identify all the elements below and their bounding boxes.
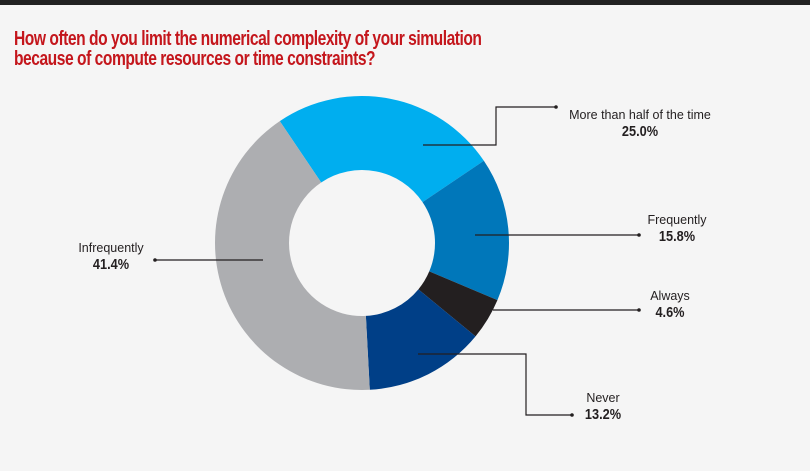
label-never: Never 13.2% [582,391,625,424]
slice-value: 41.4% [92,256,130,273]
slice-value: 4.6% [655,304,685,321]
donut-slice-more-than-half [279,96,484,203]
slice-value: 15.8% [658,228,696,245]
leader-line-more-than-half [423,106,556,146]
slice-value: 25.0% [621,123,659,140]
donut-slice-frequently [422,160,509,301]
leader-dot-infrequently [153,258,157,262]
label-more-than-half: More than half of the time 25.0% [569,108,711,141]
slice-label: More than half of the time [569,108,711,122]
donut-slice-infrequently [215,121,370,391]
label-always: Always 4.6% [650,289,690,322]
label-frequently: Frequently 15.8% [647,213,706,246]
leader-line-never [418,353,572,416]
slice-label: Always [650,289,690,303]
chart-title: How often do you limit the numerical com… [14,29,482,69]
leader-dot-never [570,413,574,417]
leader-dot-more-than-half [554,105,558,109]
slice-value: 13.2% [584,406,622,423]
slice-label: Frequently [647,213,707,227]
chart-title-line-1: How often do you limit the numerical com… [14,28,482,50]
slice-label: Never [586,391,620,405]
chart-title-line-2: because of compute resources or time con… [14,48,376,70]
slice-label: Infrequently [78,241,144,255]
top-bar [0,0,810,5]
label-infrequently: Infrequently 41.4% [78,241,143,274]
leader-dot-frequently [637,233,641,237]
donut-slice-never [365,289,476,390]
leader-dot-always [637,308,641,312]
donut-slice-always [418,271,498,337]
